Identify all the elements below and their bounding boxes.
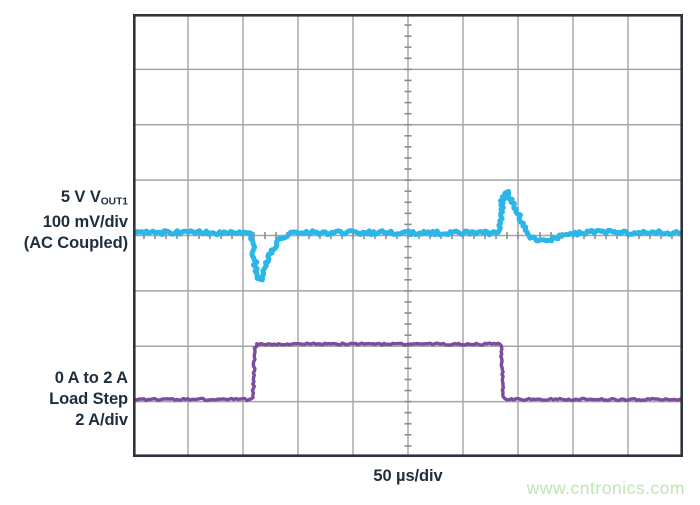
vout-channel-label: 5 V VOUT1 100 mV/div (AC Coupled) bbox=[24, 187, 128, 254]
timebase-label: 50 µs/div bbox=[373, 467, 443, 485]
watermark: www.cntronics.com bbox=[526, 478, 685, 498]
vout-label-line1: 5 V VOUT1 bbox=[60, 188, 128, 208]
scope-grid bbox=[133, 14, 683, 457]
load-label-line2: Load Step bbox=[49, 390, 128, 408]
vout-label-line3: (AC Coupled) bbox=[23, 234, 128, 253]
vout-label-line2: 100 mV/div bbox=[42, 213, 128, 232]
waveform-canvas bbox=[133, 14, 683, 457]
vout-subscript: OUT1 bbox=[100, 196, 128, 208]
load-label-line3: 2 A/div bbox=[75, 411, 128, 429]
load-channel-label: 0 A to 2 A Load Step 2 A/div bbox=[49, 368, 128, 431]
load-label-line1: 0 A to 2 A bbox=[54, 369, 128, 387]
